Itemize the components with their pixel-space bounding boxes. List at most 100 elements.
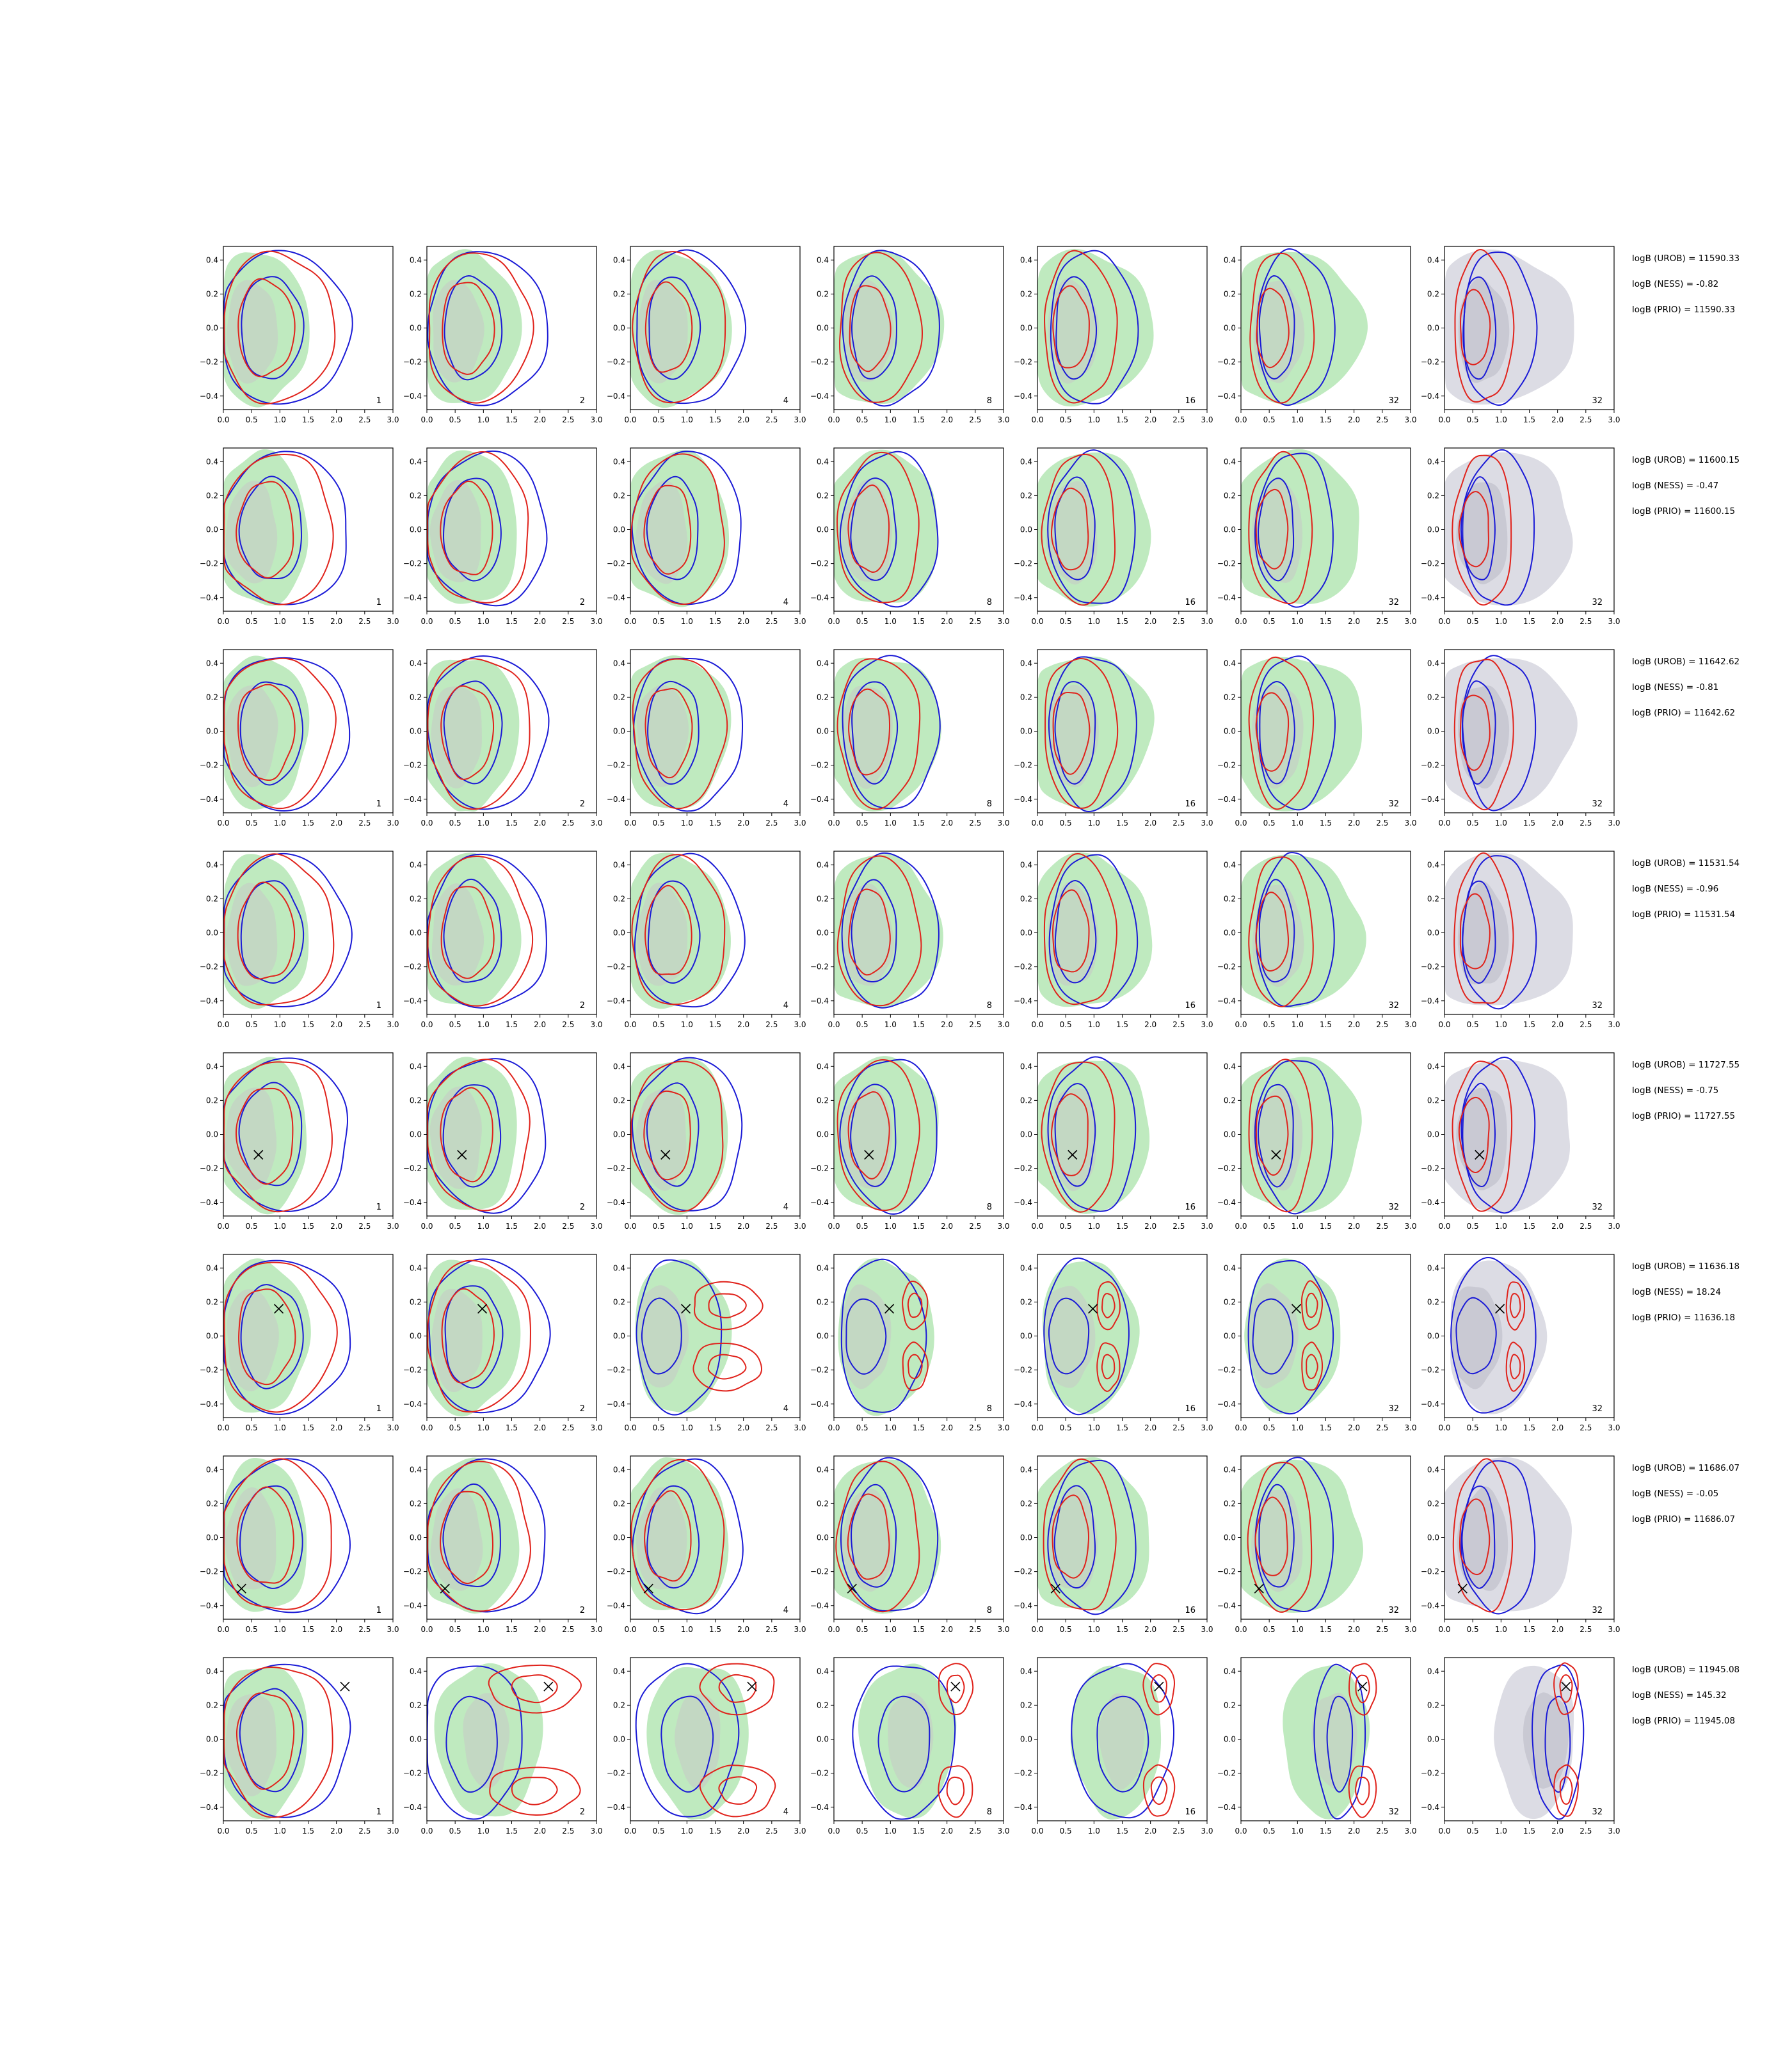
blue-contour: [1461, 1485, 1496, 1589]
evidence-block-r3: logB (UROB) = 11642.62 logB (NESS) = -0.8…: [1632, 657, 1740, 718]
y-tick-label: 0.2: [1224, 1096, 1236, 1105]
blue-contour: [646, 1485, 700, 1589]
contour-layer: [1241, 248, 1368, 406]
y-tick-label: 0.0: [613, 727, 625, 736]
x-tick-label: 2.0: [330, 1625, 342, 1634]
x-tick-label: 0.5: [1467, 617, 1479, 626]
y-tick-label: 0.4: [1427, 1062, 1439, 1071]
y-tick-label: 0.2: [613, 894, 625, 903]
y-tick-label: 0.4: [613, 1667, 625, 1676]
panel-count-label: 8: [987, 1404, 992, 1414]
evidence-line: logB (NESS) = -0.75: [1632, 1085, 1718, 1096]
blue-contour: [1326, 1695, 1354, 1793]
panel-count-label: 8: [987, 598, 992, 607]
y-tick-label: 0.0: [1224, 1735, 1236, 1744]
x-tick-label: 0.5: [1263, 617, 1276, 626]
blue-contour: [1258, 477, 1295, 582]
x-tick-label: 2.0: [534, 1625, 546, 1634]
x-tick-label: 1.0: [1495, 1827, 1507, 1836]
x-tick-label: 0.0: [1031, 1827, 1043, 1836]
y-tick-label: −0.2: [1014, 1567, 1032, 1576]
panel-r6-c1: 0.0 0.5 1.0 1.5 2.0 2.5 3.0 −0.4 −0.2 0.0 0.2 0.4 1: [200, 1254, 399, 1432]
panel-r6-c7: 0.0 0.5 1.0 1.5 2.0 2.5 3.0 −0.4 −0.2 0.0 0.2 0.4 32: [1421, 1254, 1620, 1432]
x-tick-label: 3.0: [997, 1423, 1009, 1432]
x-tick-label: 0.0: [420, 415, 433, 424]
x-tick-label: 0.0: [420, 1827, 433, 1836]
x-tick-label: 2.0: [1551, 1222, 1564, 1231]
y-tick-label: −0.4: [403, 1198, 422, 1207]
x-tick-label: 0.5: [449, 819, 461, 828]
x-tick-label: 1.0: [1495, 1020, 1507, 1029]
y-tick-label: −0.4: [810, 392, 829, 401]
y-tick-label: −0.2: [403, 1769, 422, 1778]
x-tick-label: 0.0: [217, 1625, 229, 1634]
x-tick-label: 2.0: [1348, 1625, 1360, 1634]
red-contour: [1052, 889, 1090, 973]
y-tick-label: 0.2: [206, 289, 218, 298]
y-tick-label: 0.0: [1020, 1332, 1032, 1341]
y-tick-label: 0.4: [613, 659, 625, 668]
contour-layer: [427, 1457, 546, 1614]
evidence-line: logB (NESS) = -0.81: [1632, 682, 1718, 692]
x-tick-label: 2.5: [562, 1222, 574, 1231]
y-tick-label: −0.2: [810, 358, 829, 367]
x-tick-label: 2.0: [1551, 415, 1564, 424]
red-contour: [632, 658, 728, 810]
contour-layer: [1241, 1457, 1364, 1613]
x-tick-label: 2.5: [1580, 1625, 1592, 1634]
y-tick-label: −0.4: [403, 1601, 422, 1610]
x-tick-label: 1.0: [884, 1020, 897, 1029]
red-contour: [427, 1260, 531, 1413]
y-tick-label: −0.2: [810, 963, 829, 972]
red-contour: [848, 688, 891, 776]
y-tick-label: 0.4: [206, 659, 218, 668]
true-value-marker: [1254, 1583, 1264, 1594]
y-tick-label: 0.4: [817, 457, 829, 466]
panel-count-label: 16: [1185, 396, 1196, 406]
red-contour: [643, 484, 692, 575]
density-fill: [1045, 1088, 1097, 1192]
x-tick-label: 0.5: [449, 617, 461, 626]
y-tick-label: −0.2: [810, 1366, 829, 1375]
x-tick-label: 2.5: [969, 1827, 981, 1836]
x-tick-label: 2.5: [1172, 617, 1185, 626]
evidence-line: logB (NESS) = 18.24: [1632, 1287, 1721, 1297]
x-tick-label: 1.5: [1523, 819, 1535, 828]
x-tick-label: 2.5: [765, 1222, 778, 1231]
x-tick-label: 3.0: [590, 415, 602, 424]
evidence-block-r1: logB (UROB) = 11590.33 logB (NESS) = -0.8…: [1632, 253, 1740, 315]
panel-r8-c6: 0.0 0.5 1.0 1.5 2.0 2.5 3.0 −0.4 −0.2 0.0 0.2 0.4 32: [1217, 1657, 1417, 1836]
red-contour: [237, 881, 296, 980]
x-tick-label: 2.5: [562, 819, 574, 828]
x-tick-label: 2.5: [562, 1423, 574, 1432]
y-tick-label: 0.4: [1427, 457, 1439, 466]
y-tick-label: 0.2: [410, 289, 422, 298]
x-tick-label: 0.0: [828, 1423, 840, 1432]
blue-contour: [444, 275, 503, 381]
y-tick-label: 0.2: [410, 491, 422, 500]
x-tick-label: 3.0: [1608, 1020, 1620, 1029]
red-contour: [1041, 1061, 1116, 1213]
density-fill: [225, 481, 278, 584]
evidence-line: logB (NESS) = -0.96: [1632, 884, 1718, 894]
panel-r1-c4: 0.0 0.5 1.0 1.5 2.0 2.5 3.0 −0.4 −0.2 0.0 0.2 0.4 8: [810, 246, 1010, 424]
x-tick-label: 3.0: [997, 415, 1009, 424]
panel-count-label: 4: [783, 1001, 788, 1011]
y-tick-label: −0.2: [1421, 1366, 1439, 1375]
density-fill: [1456, 1088, 1507, 1190]
x-tick-label: 1.0: [1495, 1423, 1507, 1432]
x-tick-label: 2.5: [1580, 1020, 1592, 1029]
panel-count-label: 8: [987, 799, 992, 809]
y-tick-label: −0.4: [200, 593, 218, 602]
x-tick-label: 2.5: [1172, 415, 1185, 424]
y-tick-label: 0.2: [1427, 491, 1439, 500]
x-tick-label: 0.5: [1467, 1222, 1479, 1231]
x-tick-label: 1.0: [274, 1827, 286, 1836]
x-tick-label: 2.0: [534, 415, 546, 424]
x-tick-label: 2.0: [737, 1827, 749, 1836]
x-tick-label: 0.0: [1438, 1222, 1450, 1231]
y-tick-label: 0.0: [410, 727, 422, 736]
red-contour: [839, 252, 923, 403]
x-tick-label: 1.5: [1116, 1625, 1128, 1634]
panel-count-label: 4: [783, 799, 788, 809]
